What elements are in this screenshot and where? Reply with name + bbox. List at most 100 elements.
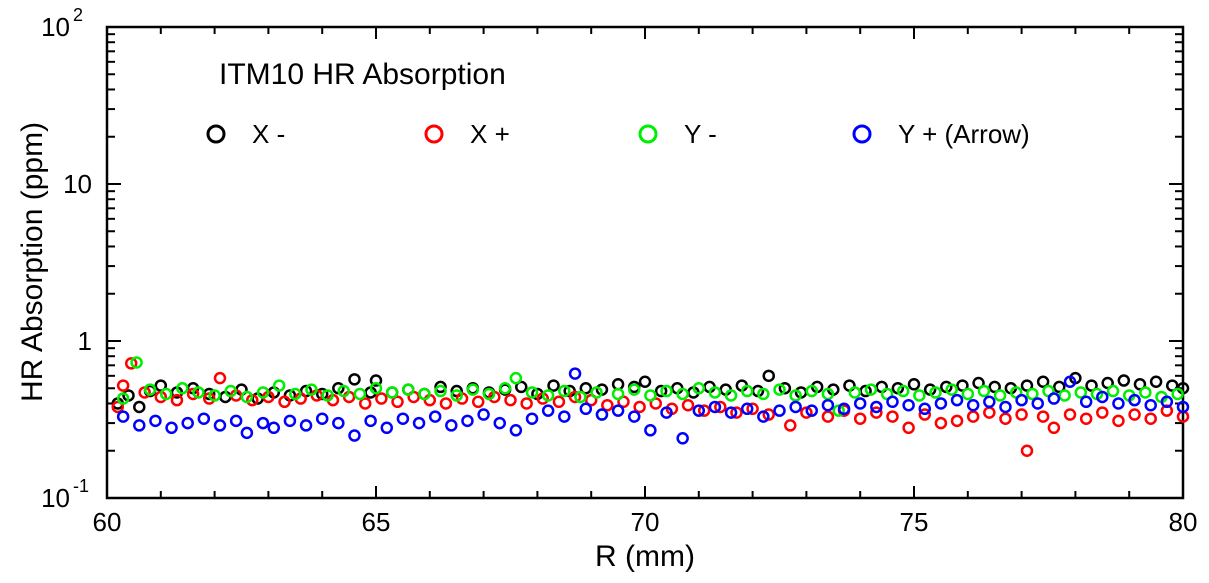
y-tick-base: 10 [63,169,92,199]
data-point [256,386,270,399]
data-point [493,416,506,430]
data-point [321,389,334,402]
data-point [1128,408,1141,421]
data-point [950,393,964,407]
data-point [999,412,1012,425]
data-point [558,384,571,398]
data-point [821,387,835,401]
data-point [778,382,792,395]
data-point [369,382,383,395]
data-point [601,398,614,412]
data-point [1047,392,1061,405]
data-point [697,404,711,417]
data-point [1176,400,1190,414]
data-point [439,397,453,410]
series-1 [111,357,1190,457]
data-point [1106,384,1120,398]
data-point [445,419,458,432]
data-point [170,393,184,407]
data-point [821,410,835,423]
data-point [181,416,194,430]
data-point [724,389,738,402]
data-point [805,404,819,417]
data-point [380,421,394,435]
data-point [116,392,130,405]
data-point [229,414,243,428]
data-point [714,400,727,414]
data-point [385,386,399,399]
data-point [660,384,673,398]
data-point [477,408,490,421]
data-point [1117,374,1131,387]
data-point [240,426,254,440]
data-point [208,389,221,402]
data-point [1020,444,1034,457]
data-point [692,382,706,395]
y-tick-base: 1 [78,326,92,356]
data-point [934,416,948,430]
data-point [1036,375,1050,389]
data-point [950,414,964,428]
data-point [1160,395,1174,409]
data-point [740,402,754,416]
data-point [525,412,539,425]
data-point [579,382,593,395]
data-point [192,386,205,399]
data-point [402,383,415,396]
data-point [315,387,329,401]
data-point [918,408,932,421]
data-point [504,393,517,407]
data-point [611,387,625,401]
legend-marker [206,124,226,144]
legend-entry: Y + (Arrow) [852,119,1030,149]
data-point [983,406,996,419]
data-point [956,379,969,392]
data-point [176,382,189,395]
data-point [154,379,168,392]
data-point [358,397,372,410]
legend-label: Y - [684,119,717,149]
data-point [428,410,442,423]
data-point [283,414,297,428]
data-point [961,387,975,401]
series-2 [116,356,1184,421]
data-point [730,406,743,419]
data-point [1020,379,1034,392]
data-point [547,379,560,392]
data-point [1079,412,1093,425]
data-point [1047,421,1061,435]
data-point [611,404,625,417]
y-tick-label: 10 2 [41,5,83,42]
data-point [375,392,388,405]
data-point [821,398,835,412]
data-point [983,395,996,409]
data-point [558,410,571,423]
data-point [757,410,770,423]
data-point [676,387,689,401]
data-point [853,397,867,410]
data-point [348,373,361,386]
data-point [757,387,770,401]
data-point [165,421,178,435]
data-point [509,424,523,437]
data-point [762,369,775,383]
data-point [111,400,125,414]
y-tick-label: 10 [63,169,92,199]
data-point [945,383,958,396]
data-point [907,378,921,391]
data-point [133,400,146,414]
data-point [902,421,915,435]
data-point [299,419,313,432]
data-point [654,384,668,398]
y-tick-exponent: -1 [73,476,89,496]
data-point [1112,414,1125,428]
data-point [471,395,485,409]
data-point [1036,410,1050,423]
data-point [784,419,797,432]
data-point [638,375,652,389]
data-point [966,410,980,423]
data-point [272,379,286,392]
data-point [1112,397,1125,410]
data-point [305,383,318,396]
